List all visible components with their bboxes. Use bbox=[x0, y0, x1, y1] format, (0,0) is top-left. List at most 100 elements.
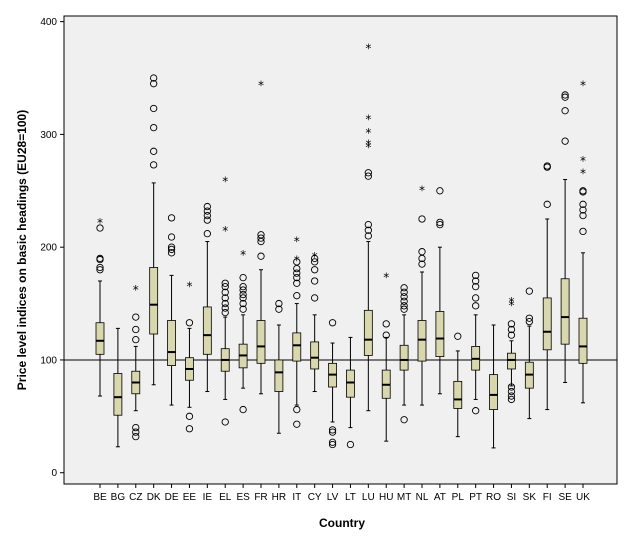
x-tick-label: NL bbox=[416, 492, 429, 503]
box-fi bbox=[542, 162, 552, 411]
outlier-point bbox=[400, 284, 408, 292]
x-tick-label: RO bbox=[486, 492, 501, 503]
box-ro bbox=[489, 324, 498, 449]
outlier-point bbox=[561, 91, 569, 99]
outlier-point bbox=[221, 308, 229, 317]
y-tick-label: 0 bbox=[51, 468, 57, 479]
x-tick-label: AT bbox=[434, 492, 446, 503]
iqr-box bbox=[435, 311, 445, 357]
box-nl: * bbox=[417, 184, 427, 406]
outlier-point bbox=[203, 202, 211, 211]
iqr-box bbox=[363, 309, 373, 356]
box-el: ** bbox=[220, 175, 230, 426]
outlier-point bbox=[507, 392, 516, 400]
x-tick-label: ES bbox=[236, 492, 250, 503]
box-be: * bbox=[95, 216, 105, 397]
outlier-point bbox=[579, 211, 587, 220]
extreme-point: * bbox=[97, 216, 103, 230]
outlier-point bbox=[239, 283, 247, 291]
outlier-point bbox=[364, 172, 372, 180]
outlier-point bbox=[150, 161, 158, 169]
iqr-box bbox=[578, 317, 588, 364]
box-pl bbox=[453, 332, 463, 438]
outlier-point bbox=[239, 299, 247, 308]
x-tick-label: PL bbox=[452, 492, 465, 503]
outlier-point bbox=[418, 248, 426, 256]
outlier-point bbox=[293, 292, 301, 300]
outlier-point bbox=[239, 305, 247, 313]
box-pt bbox=[471, 271, 481, 415]
outlier-point bbox=[221, 283, 229, 291]
y-tick-label: 300 bbox=[40, 130, 57, 141]
outlier-point bbox=[221, 279, 229, 287]
outlier-point bbox=[543, 200, 551, 208]
outlier-point bbox=[364, 226, 372, 234]
outlier-point bbox=[221, 299, 229, 308]
box-ee: * bbox=[185, 279, 194, 433]
outlier-point bbox=[239, 286, 247, 294]
extreme-point: * bbox=[222, 175, 228, 189]
outlier-point bbox=[436, 218, 444, 227]
box-lv bbox=[328, 319, 337, 449]
outlier-point bbox=[311, 254, 319, 263]
outlier-point bbox=[579, 187, 587, 195]
outlier-point bbox=[507, 395, 516, 404]
outlier-point bbox=[525, 314, 533, 322]
extreme-point: * bbox=[133, 283, 139, 297]
box-lu: ***** bbox=[363, 41, 373, 412]
outlier-point bbox=[436, 187, 444, 195]
outlier-point bbox=[167, 243, 176, 251]
x-tick-label: BG bbox=[111, 492, 126, 503]
y-tick-label: 400 bbox=[40, 17, 57, 28]
x-tick-label: PT bbox=[469, 492, 482, 503]
outlier-point bbox=[472, 294, 480, 302]
outlier-point bbox=[311, 258, 319, 266]
box-es: * bbox=[238, 248, 248, 414]
outlier-point bbox=[167, 233, 176, 241]
outlier-point bbox=[150, 123, 158, 132]
outlier-point bbox=[293, 279, 301, 287]
outlier-point bbox=[221, 288, 229, 296]
box-hr bbox=[274, 299, 284, 434]
x-tick-label: SI bbox=[507, 492, 516, 503]
outlier-point bbox=[132, 423, 140, 432]
y-tick-label: 200 bbox=[40, 243, 57, 254]
outlier-point bbox=[400, 288, 408, 296]
extreme-point: * bbox=[294, 234, 300, 248]
outlier-point bbox=[364, 169, 372, 177]
outlier-point bbox=[185, 319, 194, 327]
box-lt bbox=[346, 336, 355, 449]
outlier-point bbox=[185, 412, 194, 420]
outlier-point bbox=[400, 416, 408, 424]
box-mt bbox=[399, 284, 409, 424]
outlier-point bbox=[472, 407, 480, 415]
outlier-point bbox=[293, 258, 301, 266]
outlier-point bbox=[275, 299, 283, 308]
outlier-point bbox=[257, 231, 265, 239]
x-tick-label: FI bbox=[543, 492, 552, 503]
outlier-point bbox=[543, 162, 551, 170]
outlier-point bbox=[203, 229, 211, 238]
outlier-point bbox=[239, 294, 247, 302]
box-sk bbox=[524, 287, 534, 420]
x-tick-label: CY bbox=[308, 492, 322, 503]
box-si: ** bbox=[507, 295, 516, 404]
outlier-point bbox=[507, 387, 516, 396]
x-tick-label: EL bbox=[219, 492, 232, 503]
box-cz: * bbox=[131, 283, 141, 441]
extreme-point: * bbox=[258, 79, 264, 93]
outlier-point bbox=[328, 438, 337, 446]
outlier-point bbox=[257, 252, 265, 260]
outlier-point bbox=[364, 232, 372, 240]
iqr-box bbox=[489, 374, 498, 410]
iqr-box bbox=[113, 373, 123, 416]
box-bg bbox=[113, 327, 123, 448]
outlier-point bbox=[132, 336, 140, 344]
outlier-point bbox=[472, 277, 480, 285]
x-tick-label: HR bbox=[272, 492, 286, 503]
outlier-point bbox=[293, 273, 301, 282]
outlier-point bbox=[239, 290, 247, 299]
x-tick-label: EE bbox=[183, 492, 197, 503]
x-tick-label: HU bbox=[379, 492, 393, 503]
extreme-point: * bbox=[222, 224, 228, 238]
